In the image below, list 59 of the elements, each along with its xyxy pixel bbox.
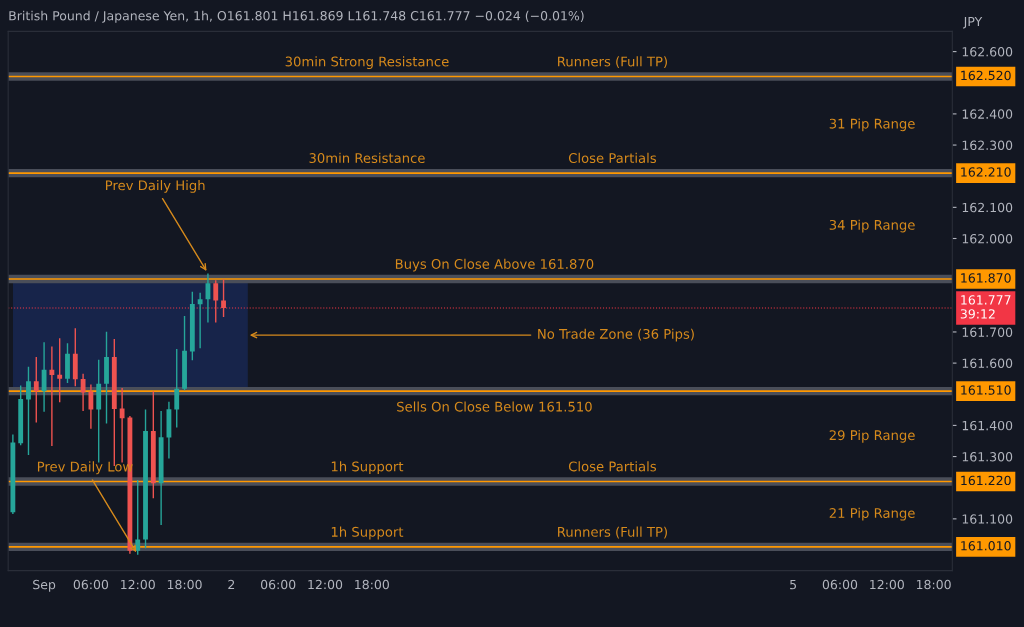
y-tick-label: 161.700 (962, 327, 1013, 337)
candlestick (26, 366, 31, 456)
annotation: 29 Pip Range (829, 429, 915, 443)
ref-line-label: 162.520 (961, 70, 1011, 81)
annotation: Buys On Close Above 161.870 (395, 258, 594, 272)
annotation: Close Partials (568, 152, 657, 164)
annotation: 34 Pip Range (829, 219, 915, 233)
ref-line-label: 161.870 (961, 273, 1011, 283)
band-label: No Trade Zone (36 Pips) (538, 328, 694, 342)
x-tick-label: 18:00 (355, 579, 389, 590)
x-tick-label: 18:00 (167, 579, 202, 590)
annotation: 21 Pip Range (829, 507, 915, 521)
annotation: 1h Support (331, 526, 404, 540)
y-tick-label: 161.300 (962, 452, 1013, 462)
y-tick-label: 162.000 (962, 233, 1013, 244)
candlestick (221, 278, 226, 318)
y-tick-label: 162.600 (962, 47, 1013, 57)
x-tick-label: 5 (790, 579, 797, 590)
x-tick-label: 2 (228, 579, 235, 590)
x-tick-label: 18:00 (916, 579, 951, 590)
annotation: Runners (Full TP) (558, 56, 667, 69)
y-tick-label: 161.100 (962, 514, 1013, 524)
x-tick-label: 06:00 (822, 579, 858, 590)
candlestick (88, 383, 94, 430)
annotation: Prev Daily High (106, 180, 205, 193)
y-tick-label: 162.300 (962, 140, 1013, 150)
y-tick-label: 161.600 (962, 358, 1013, 369)
chart-title: British Pound / Japanese Yen, 1h, O161.801 H161.869 L161.748 C161.777 −0.024 (−0.01%) (9, 10, 584, 23)
y-tick-label: 161.400 (962, 420, 1013, 431)
candlestick (57, 337, 63, 404)
x-tick-label: 06:00 (73, 579, 109, 590)
candlestick (174, 348, 180, 429)
candlestick (197, 292, 203, 349)
candlestick (41, 341, 47, 413)
candlestick (80, 373, 86, 412)
y-tick-label: 162.100 (962, 202, 1013, 213)
annotation: 1h Support (331, 461, 404, 474)
y-tick-label: 162.400 (962, 109, 1013, 119)
x-tick-label: 12:00 (308, 579, 343, 590)
annotation: Sells On Close Below 161.510 (397, 401, 592, 412)
ref-line-label: 162.210 (961, 167, 1011, 177)
y-axis-title: JPY (963, 16, 983, 29)
ref-line-label: 161.510 (961, 385, 1011, 395)
x-tick-label: Sep (33, 579, 56, 592)
candlestick (33, 356, 39, 424)
annotation: 30min Strong Resistance (285, 56, 449, 70)
annotation: Runners (Full TP) (558, 526, 667, 539)
x-tick-label: 12:00 (121, 579, 155, 590)
ref-line-label: 161.220 (961, 475, 1011, 486)
candlestick (135, 479, 141, 556)
x-tick-label: 06:00 (260, 579, 296, 590)
x-tick-label: 12:00 (870, 579, 904, 590)
candlestick (213, 279, 219, 324)
candlestick (49, 345, 55, 447)
annotation: Close Partials (568, 461, 657, 472)
annotation: 31 Pip Range (829, 118, 915, 132)
ref-line-label: 161.010 (961, 541, 1011, 551)
annotation: 30min Resistance (309, 152, 425, 164)
ref-line-label: 161.777 39:12 (960, 295, 1011, 319)
